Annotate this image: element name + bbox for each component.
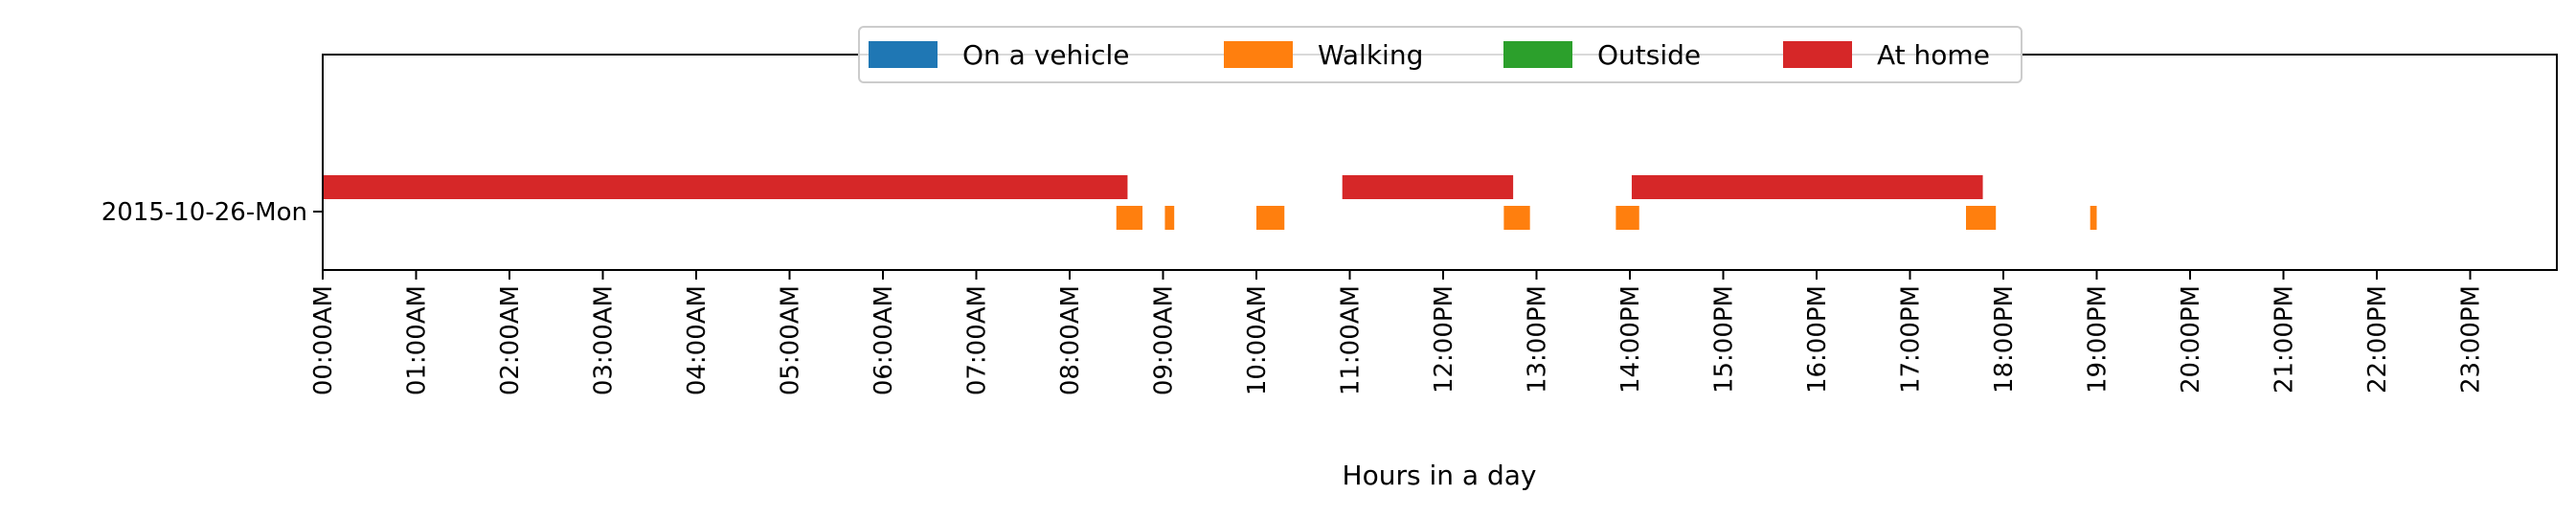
x-tick-label: 09:00AM (1150, 285, 1179, 395)
x-tick-label: 10:00AM (1243, 285, 1272, 395)
x-tick-label: 00:00AM (309, 285, 338, 395)
x-tick-label: 04:00AM (683, 285, 712, 395)
legend-swatch-outside (1503, 41, 1572, 68)
x-tick-label: 12:00PM (1430, 285, 1458, 393)
legend-swatch-walking (1224, 41, 1293, 68)
legend-label-on-a-vehicle: On a vehicle (962, 39, 1129, 71)
bar-walking-5 (1966, 206, 1997, 230)
x-tick-label: 02:00AM (496, 285, 525, 395)
bar-at-home-1 (1342, 175, 1514, 199)
legend-label-walking: Walking (1318, 39, 1423, 71)
x-tick-label: 01:00AM (403, 285, 432, 395)
legend-swatch-at-home (1783, 41, 1852, 68)
x-tick-label: 06:00AM (870, 285, 898, 395)
bar-at-home-0 (323, 175, 1128, 199)
bar-at-home-2 (1631, 175, 1983, 199)
bar-walking-1 (1164, 206, 1175, 230)
x-tick-label: 13:00PM (1524, 285, 1552, 393)
x-tick-label: 21:00PM (2271, 285, 2299, 393)
x-tick-label: 18:00PM (1990, 285, 2019, 393)
legend-label-outside: Outside (1597, 39, 1701, 71)
x-tick-label: 22:00PM (2363, 285, 2392, 393)
bar-walking-3 (1503, 206, 1530, 230)
x-tick-label: 03:00AM (590, 285, 619, 395)
legend-label-at-home: At home (1877, 39, 1990, 71)
x-tick-label: 15:00PM (1710, 285, 1739, 393)
bar-walking-6 (2090, 206, 2097, 230)
x-tick-label: 14:00PM (1616, 285, 1645, 393)
x-tick-label: 07:00AM (963, 285, 992, 395)
legend-box (858, 26, 2022, 83)
x-axis: 00:00AM 01:00AM 02:00AM 03:00AM 04:00AM 05:00… (309, 270, 2486, 395)
bar-walking-4 (1616, 206, 1639, 230)
y-tick-label: 2015-10-26-Mon (102, 198, 307, 227)
bar-walking-0 (1116, 206, 1143, 230)
x-tick-label: 16:00PM (1803, 285, 1832, 393)
x-tick-label: 20:00PM (2177, 285, 2205, 393)
legend-swatch-on-a-vehicle (869, 41, 938, 68)
y-axis: 2015-10-26-Mon (102, 198, 323, 227)
x-tick-label: 11:00AM (1337, 285, 1366, 395)
x-tick-label: 23:00PM (2457, 285, 2486, 393)
x-axis-label: Hours in a day (1343, 460, 1537, 491)
x-tick-label: 08:00AM (1056, 285, 1085, 395)
plot-frame (322, 54, 2558, 271)
bar-walking-2 (1256, 206, 1285, 230)
x-tick-label: 05:00AM (777, 285, 805, 395)
x-tick-label: 17:00PM (1897, 285, 1926, 393)
legend: On a vehicle Walking Outside At home (858, 26, 2022, 83)
activity-bars (323, 175, 2097, 230)
x-tick-label: 19:00PM (2084, 285, 2113, 393)
